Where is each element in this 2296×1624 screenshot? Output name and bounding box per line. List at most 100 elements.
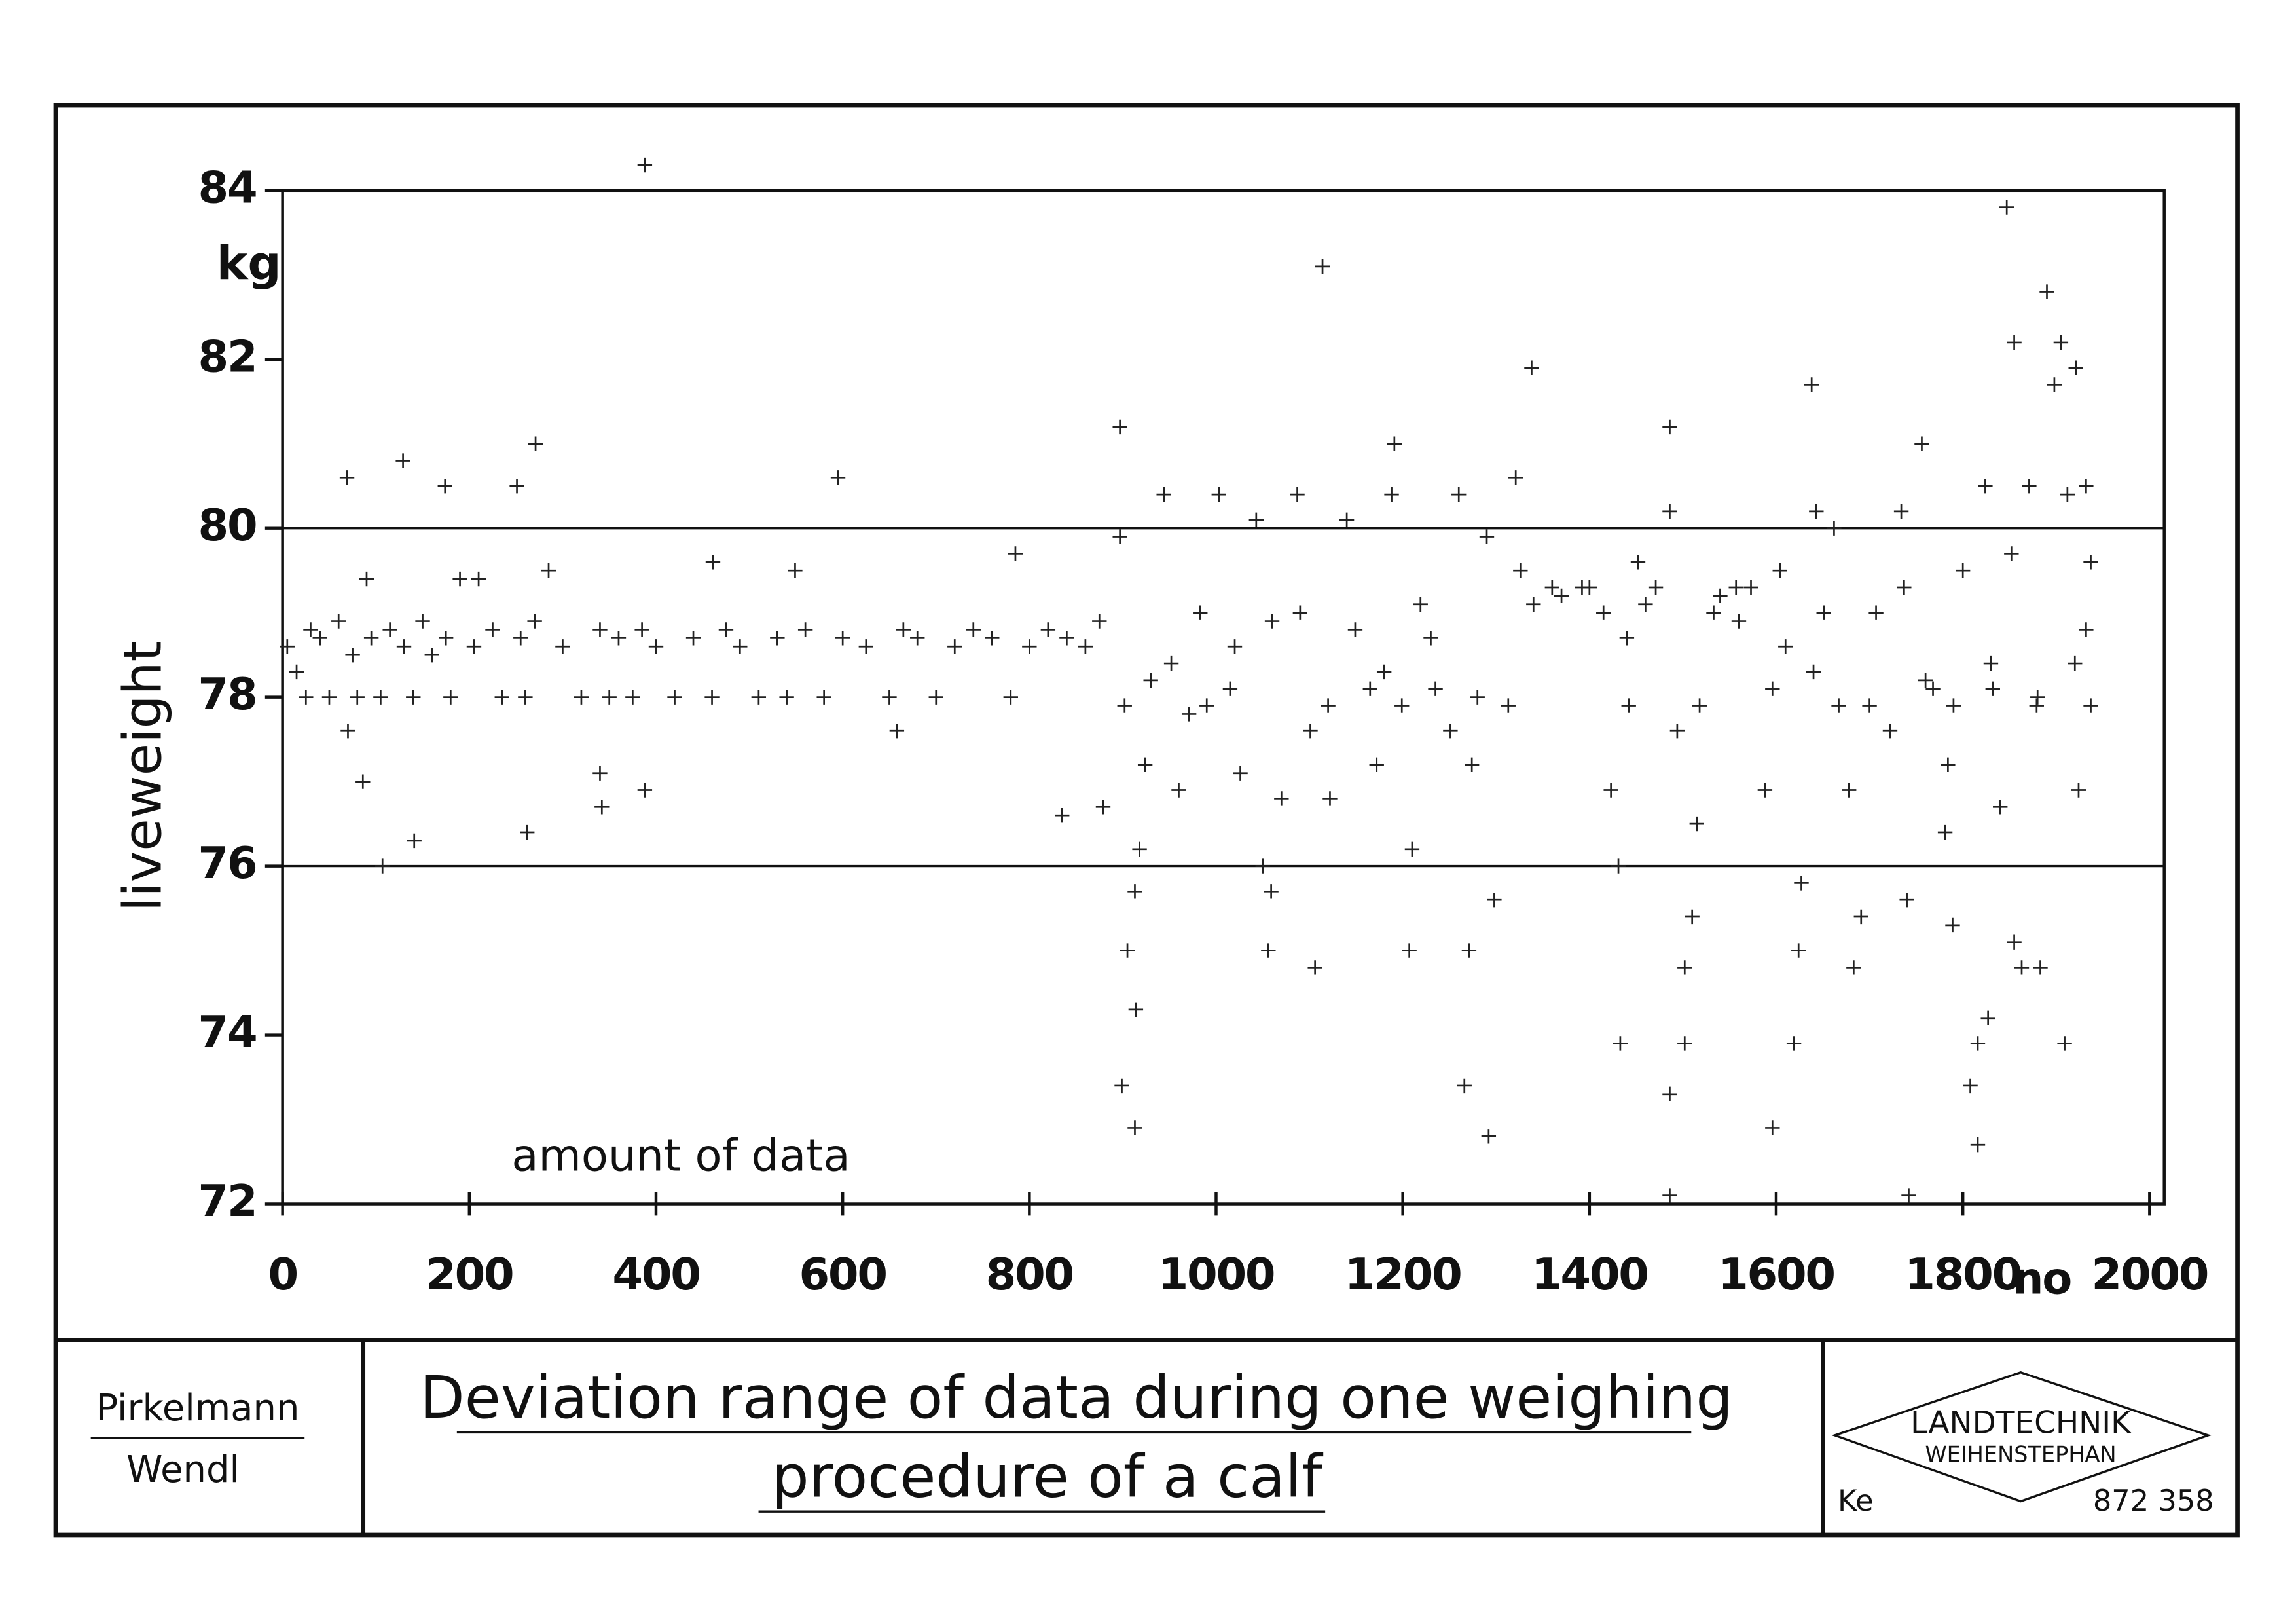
data-point: [2022, 479, 2037, 494]
data-point: [1315, 259, 1330, 274]
data-point: [637, 157, 653, 173]
data-point: [1513, 563, 1528, 578]
data-point: [1918, 673, 1933, 688]
data-point: [1806, 664, 1821, 680]
data-point: [1853, 909, 1868, 925]
data-point: [363, 631, 379, 646]
data-point: [1897, 580, 1912, 595]
data-point: [947, 639, 962, 654]
data-point: [345, 647, 360, 663]
data-point: [1255, 858, 1270, 874]
data-point: [415, 614, 430, 629]
data-point: [2068, 655, 2083, 671]
author: Wendl: [126, 1449, 240, 1491]
data-point: [858, 639, 873, 654]
data-point: [339, 470, 355, 485]
data-point: [1893, 504, 1909, 519]
data-point: [1487, 893, 1502, 908]
data-point: [985, 631, 1000, 646]
data-point: [1621, 698, 1636, 713]
data-point: [1227, 639, 1243, 654]
data-point: [1786, 1036, 1802, 1051]
data-point: [2014, 960, 2030, 975]
data-point: [1233, 766, 1248, 781]
data-point: [1387, 436, 1402, 451]
data-point: [1423, 631, 1438, 646]
data-point: [1193, 605, 1208, 620]
data-point: [396, 639, 412, 654]
data-point: [1464, 757, 1480, 773]
data-point: [439, 631, 454, 646]
data-point: [1816, 605, 1831, 620]
data-point: [1413, 597, 1428, 612]
data-point: [574, 690, 589, 705]
data-point: [1554, 588, 1569, 604]
data-point: [1451, 487, 1467, 502]
data-point: [1501, 698, 1516, 713]
data-point: [1809, 504, 1824, 519]
y-tick-label: 72: [198, 1175, 257, 1227]
data-point: [1114, 1078, 1129, 1094]
data-point: [1307, 960, 1322, 975]
data-point: [592, 766, 608, 781]
data-point: [1322, 791, 1338, 806]
data-point: [1524, 360, 1539, 375]
data-point: [896, 622, 911, 637]
data-point: [1662, 504, 1677, 519]
data-point: [1955, 563, 1971, 578]
data-point: [1648, 580, 1664, 595]
data-point: [2060, 487, 2075, 502]
data-point: [2079, 479, 2094, 494]
data-point: [1199, 698, 1214, 713]
data-point: [1095, 800, 1111, 815]
data-point: [1404, 841, 1420, 857]
data-point: [375, 858, 390, 874]
data-point: [2033, 960, 2048, 975]
data-point: [2007, 934, 2022, 950]
data-point: [625, 690, 640, 705]
data-point: [1669, 724, 1685, 739]
x-tick-label: 0: [268, 1249, 297, 1300]
data-point: [1941, 757, 1956, 773]
y-axis-label: liveweight: [112, 641, 173, 912]
data-point: [382, 622, 397, 637]
data-point: [555, 639, 570, 654]
x-tick-label: 800: [986, 1249, 1073, 1300]
data-point: [1868, 605, 1884, 620]
data-point: [592, 622, 608, 637]
data-point: [1055, 808, 1070, 823]
data-point: [1211, 487, 1226, 502]
data-point: [1544, 580, 1559, 595]
data-point: [1804, 377, 1819, 392]
data-point: [1842, 783, 1857, 798]
data-point: [355, 774, 371, 789]
data-point: [1743, 580, 1758, 595]
data-point: [1728, 580, 1743, 595]
data-point: [1713, 588, 1728, 604]
logo-text: LANDTECHNIK: [1910, 1405, 2132, 1441]
data-point: [1778, 639, 1793, 654]
data-point: [2007, 335, 2022, 350]
data-point: [1264, 884, 1279, 899]
data-point: [1143, 673, 1158, 688]
data-point: [1970, 1036, 1986, 1051]
data-point: [1999, 200, 2014, 215]
data-point: [2071, 783, 2086, 798]
data-point: [1347, 622, 1363, 637]
data-point: [541, 563, 556, 578]
data-point: [797, 622, 813, 637]
data-point: [331, 614, 346, 629]
data-point: [1248, 512, 1264, 527]
data-point: [466, 639, 482, 654]
data-point: [1369, 757, 1384, 773]
data-point: [602, 690, 617, 705]
data-point: [1983, 655, 1999, 671]
data-point: [2029, 698, 2044, 713]
x-tick-label: 1800: [1904, 1249, 2021, 1300]
data-point: [1171, 783, 1186, 798]
data-point: [321, 690, 337, 705]
data-point: [1846, 960, 1861, 975]
data-point: [437, 479, 452, 494]
data-point: [1137, 757, 1153, 773]
